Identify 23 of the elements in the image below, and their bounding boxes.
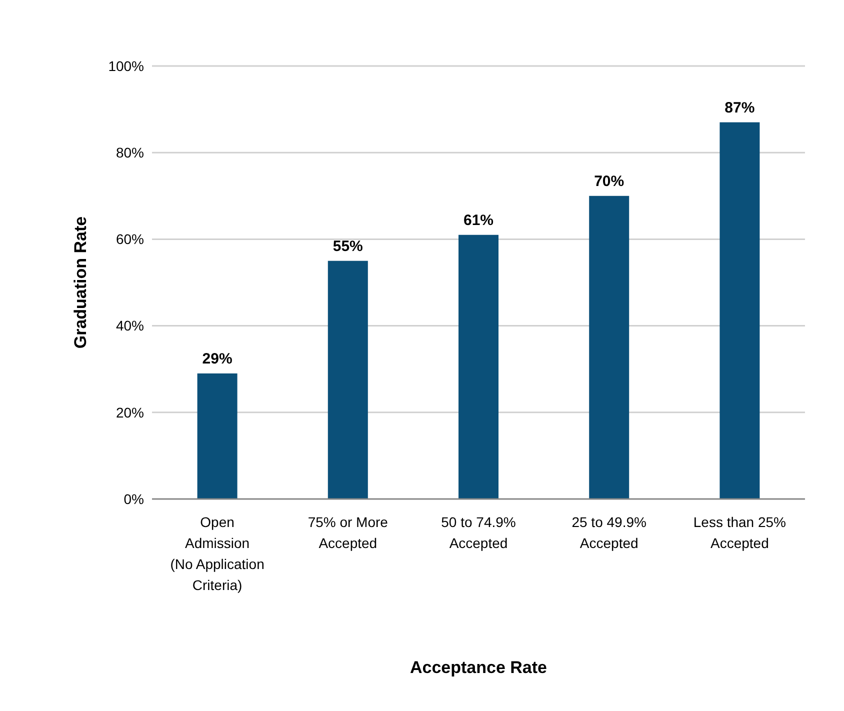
- x-tick-label: 75% or More Accepted: [308, 514, 388, 551]
- bar: [720, 122, 760, 499]
- y-tick-label: 40%: [116, 318, 144, 334]
- data-label: 29%: [202, 350, 232, 368]
- bar: [197, 373, 238, 499]
- x-tick-label: 25 to 49.9% Accepted: [572, 514, 646, 551]
- y-tick-label: 100%: [108, 58, 144, 74]
- y-tick-label: 80%: [116, 144, 144, 160]
- bar: [589, 196, 630, 499]
- y-axis-title: Graduation Rate: [71, 216, 90, 349]
- x-tick-label: 50 to 74.9% Accepted: [441, 514, 516, 551]
- y-tick-label: 0%: [124, 490, 144, 507]
- data-label: 61%: [463, 212, 494, 229]
- data-label: 70%: [594, 172, 624, 190]
- x-tick-label: Open Admission (No Application Criteria): [170, 514, 264, 593]
- y-tick-label: 20%: [116, 404, 144, 420]
- data-label: 87%: [724, 99, 755, 116]
- data-label: 55%: [332, 238, 363, 255]
- y-tick-label: 60%: [116, 231, 144, 248]
- x-tick-label: Less than 25% Accepted: [693, 514, 786, 551]
- bar: [458, 234, 498, 499]
- bar: [328, 260, 368, 499]
- x-axis-title: Acceptance Rate: [410, 658, 548, 677]
